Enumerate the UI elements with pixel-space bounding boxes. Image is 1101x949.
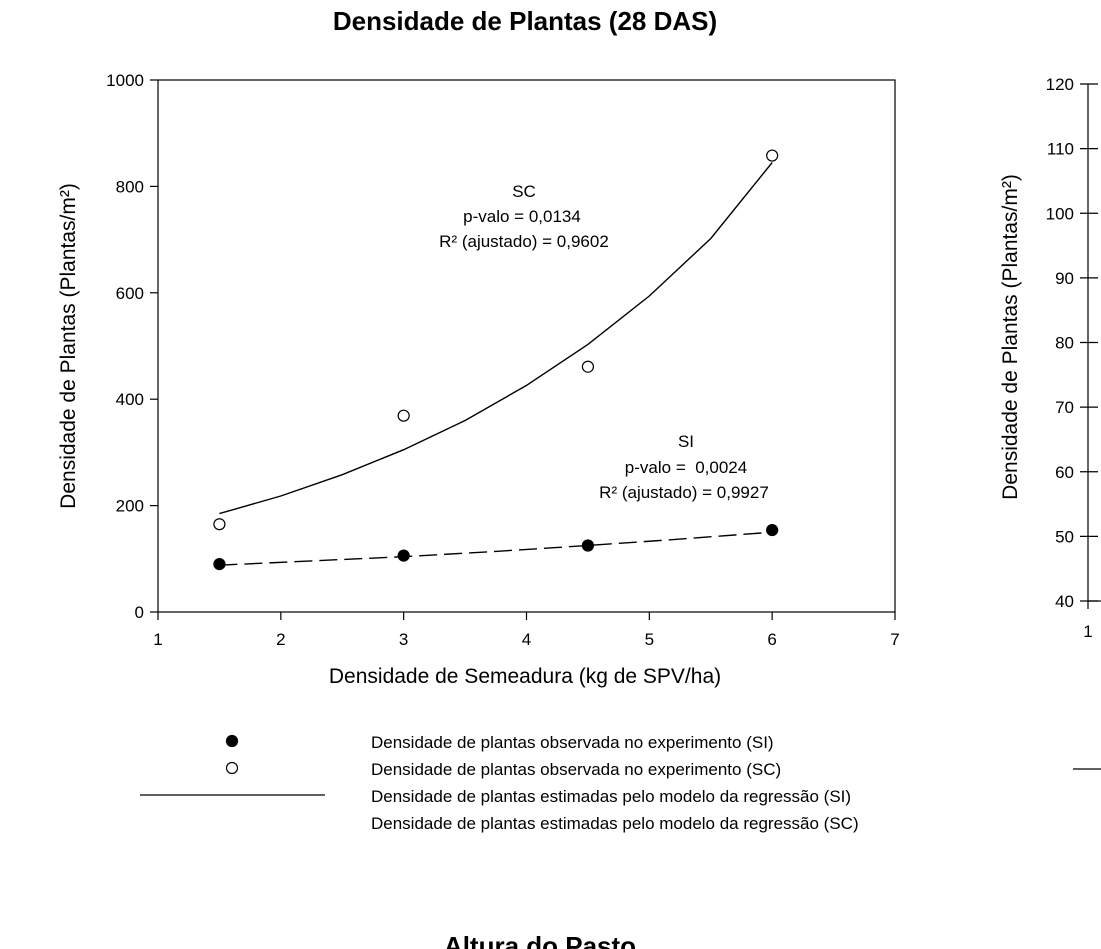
x-tick-label: 3 (399, 630, 408, 649)
point-sc (581, 360, 595, 373)
right-x-axis-ticks: 1 (1083, 601, 1093, 641)
point-si (397, 549, 410, 562)
annotation-si-r2: R² (ajustado) = 0,9927 (599, 483, 769, 502)
right-y-tick-label: 100 (1046, 204, 1074, 223)
point-si (766, 523, 779, 537)
y-tick-label: 800 (116, 177, 144, 196)
regression-line-si (219, 531, 773, 566)
legend-marker-open-circle (225, 761, 239, 775)
right-y-tick-label: 50 (1055, 527, 1074, 546)
right-y-tick-label: 110 (1047, 140, 1074, 159)
y-tick-label: 1000 (106, 71, 144, 90)
annotation-si-pvalue: p-valo = 0,0024 (625, 458, 747, 477)
point-sc (397, 409, 410, 422)
right-y-tick-label: 60 (1055, 463, 1074, 482)
plot-frame (157, 79, 896, 613)
right-y-axis-title: Densidade de Plantas (Plantas/m²) (999, 174, 1022, 500)
y-axis-ticks: 0 200 400 600 800 1000 (106, 71, 158, 622)
y-tick-label: 600 (116, 284, 144, 303)
right-y-tick-label: 120 (1046, 75, 1074, 94)
x-axis-ticks: 1 2 3 4 5 6 7 (153, 612, 900, 649)
x-tick-label: 6 (767, 630, 776, 649)
x-tick-label: 4 (522, 630, 531, 649)
point-si (213, 558, 226, 571)
right-y-tick-label: 80 (1055, 334, 1074, 353)
right-y-tick-label: 40 (1055, 592, 1074, 611)
legend-entry-3: Densidade de plantas estimadas pelo mode… (371, 814, 859, 833)
legend-entry-2: Densidade de plantas estimadas pelo mode… (371, 787, 851, 806)
right-x-tick-label: 1 (1083, 622, 1092, 641)
next-chart-title: Altura do Pasto (444, 931, 636, 949)
main-plot: 1 2 3 4 5 6 7 0 200 400 600 800 1000 (106, 71, 900, 649)
y-tick-label: 0 (135, 603, 144, 622)
x-tick-label: 1 (153, 630, 162, 649)
x-tick-label: 7 (890, 630, 899, 649)
right-y-axis-ticks: 40 50 60 70 80 90 100 110 120 (1046, 75, 1098, 611)
annotation-sc: SC p-valo = 0,0134 R² (ajustado) = 0,960… (439, 182, 609, 251)
y-tick-label: 200 (116, 497, 144, 516)
point-si (581, 539, 595, 552)
legend: Densidade de plantas observada no experi… (140, 733, 859, 833)
point-sc (766, 149, 779, 162)
legend-marker-filled-circle (225, 734, 239, 748)
x-axis-title: Densidade de Semeadura (kg de SPV/ha) (329, 665, 721, 688)
legend-entry-1: Densidade de plantas observada no experi… (371, 760, 781, 779)
annotation-sc-pvalue: p-valo = 0,0134 (463, 207, 581, 226)
right-y-tick-label: 70 (1055, 398, 1074, 417)
y-tick-label: 400 (116, 390, 144, 409)
regression-lines (219, 162, 773, 566)
point-sc (213, 518, 226, 531)
x-tick-label: 5 (645, 630, 654, 649)
right-y-tick-label: 90 (1055, 269, 1074, 288)
legend-entry-0: Densidade de plantas observada no experi… (371, 733, 774, 752)
observed-points (213, 149, 779, 571)
chart-title: Densidade de Plantas (28 DAS) (333, 6, 717, 36)
annotation-si: SI p-valo = 0,0024 R² (ajustado) = 0,992… (599, 432, 769, 502)
right-partial-chart: 40 50 60 70 80 90 100 110 120 1 Densidade de Pla… (999, 75, 1101, 770)
y-axis-title: Densidade de Plantas (Plantas/m²) (57, 183, 80, 509)
annotation-si-label: SI (678, 432, 694, 451)
annotation-sc-r2: R² (ajustado) = 0,9602 (439, 232, 609, 251)
regression-line-sc (219, 162, 773, 515)
x-tick-label: 2 (276, 630, 285, 649)
annotation-sc-label: SC (512, 182, 536, 201)
